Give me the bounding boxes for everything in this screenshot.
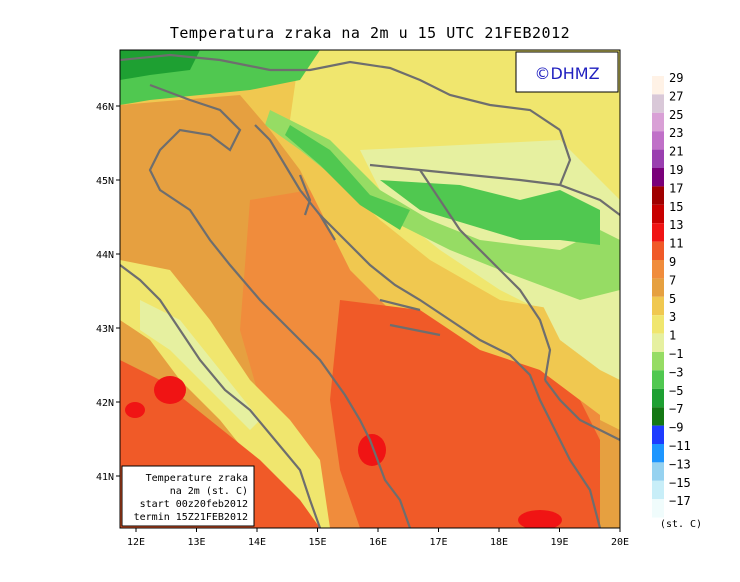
x-tick-label: 14E (248, 537, 266, 548)
legend-unit: (st. C) (660, 519, 702, 530)
y-tick-label: 41N (96, 472, 114, 483)
legend-label: 11 (669, 237, 683, 251)
color-legend: 29 27 25 23 21 19 17 15 13 11 9 7 5 3 1 −1 −3 −5 −7 −9 −11 −1… (652, 71, 691, 518)
legend-swatch (652, 370, 664, 389)
legend-label: −15 (669, 476, 691, 490)
info-box: Temperature zraka na 2m (st. C) start 00… (121, 465, 255, 527)
legend-swatch (652, 168, 664, 187)
legend-label: −17 (669, 494, 691, 508)
legend-swatch (652, 333, 664, 352)
x-axis: 12E 13E 14E 15E 16E 17E 18E 19E 20E (127, 528, 629, 548)
legend-swatch (652, 112, 664, 132)
legend-label: −5 (669, 384, 683, 398)
legend-swatch (652, 94, 664, 113)
legend-swatch (652, 296, 664, 316)
info-line-1: Temperature zraka (146, 473, 248, 484)
legend-swatch (652, 241, 664, 260)
legend-swatch (652, 352, 664, 371)
legend-swatch (652, 76, 664, 95)
y-tick-label: 45N (96, 176, 114, 187)
y-axis: 46N 45N 44N 43N 42N 41N (96, 102, 120, 483)
legend-label: 21 (669, 145, 683, 159)
copyright-box: ©DHMZ (515, 51, 619, 93)
legend-swatch (652, 499, 664, 518)
x-tick-label: 15E (308, 537, 326, 548)
legend-swatch (652, 186, 664, 205)
x-tick-label: 18E (490, 537, 508, 548)
legend-label: −11 (669, 439, 691, 453)
legend-label: 27 (669, 89, 683, 103)
legend-swatch (652, 388, 664, 408)
legend-label: 3 (669, 310, 676, 324)
y-tick-label: 42N (96, 398, 114, 409)
x-tick-label: 13E (187, 537, 205, 548)
legend-label: 1 (669, 329, 676, 343)
x-tick-label: 17E (429, 537, 447, 548)
legend-label: 23 (669, 126, 683, 140)
legend-label: −9 (669, 421, 683, 435)
y-tick-label: 46N (96, 102, 114, 113)
legend-label: −13 (669, 457, 691, 471)
map-frame (119, 49, 621, 529)
x-tick-label: 19E (550, 537, 568, 548)
legend-swatch (652, 480, 664, 500)
legend-label: 13 (669, 218, 683, 232)
legend-label: −3 (669, 365, 683, 379)
legend-swatch (652, 315, 664, 334)
legend-swatch (652, 260, 664, 279)
copyright-text: ©DHMZ (534, 64, 599, 83)
x-tick-label: 20E (611, 537, 629, 548)
legend-label: 29 (669, 71, 683, 85)
legend-swatch (652, 223, 664, 242)
coastlines (120, 53, 620, 528)
legend-swatch (652, 462, 664, 481)
legend-label: 7 (669, 273, 676, 287)
legend-swatch (652, 407, 664, 426)
legend-label: 17 (669, 181, 683, 195)
legend-swatch (652, 131, 664, 150)
temperature-field (120, 50, 620, 528)
legend-label: −1 (669, 347, 683, 361)
legend-swatch (652, 149, 664, 168)
x-tick-label: 16E (369, 537, 387, 548)
y-tick-label: 44N (96, 250, 114, 261)
legend-label: 25 (669, 108, 683, 122)
info-line-2: na 2m (st. C) (170, 486, 248, 497)
legend-swatch (652, 425, 664, 444)
legend-swatch (652, 278, 664, 297)
legend-label: 15 (669, 200, 683, 214)
legend-label: 5 (669, 292, 676, 306)
x-tick-label: 12E (127, 537, 145, 548)
legend-label: 19 (669, 163, 683, 177)
y-tick-label: 43N (96, 324, 114, 335)
map-title: Temperatura zraka na 2m u 15 UTC 21FEB20… (169, 24, 571, 42)
legend-swatch (652, 444, 664, 463)
info-line-3: start 00z20feb2012 (140, 499, 248, 510)
legend-label: −7 (669, 402, 683, 416)
info-line-4: termin 15Z21FEB2012 (134, 512, 248, 523)
legend-swatch (652, 204, 664, 224)
legend-label: 9 (669, 255, 676, 269)
